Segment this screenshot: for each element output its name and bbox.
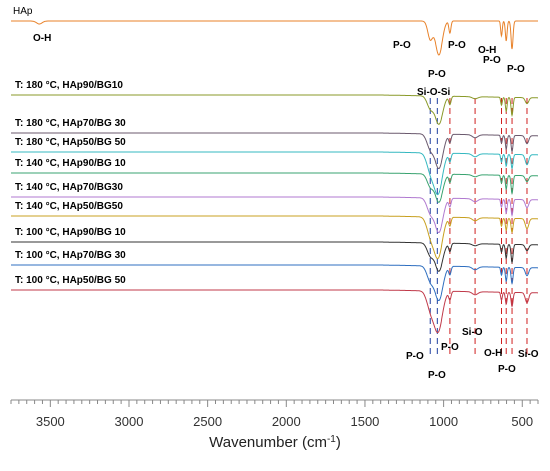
spectrum-label: T: 140 °C, HAp70/BG30 xyxy=(15,182,123,193)
spectrum-line xyxy=(11,151,538,196)
spectrum-labels: HAp T: 180 °C, HAp90/BG10 T: 180 °C, HAp70… xyxy=(13,6,126,286)
peak-label: P-O xyxy=(428,69,446,80)
spectra-group xyxy=(11,20,538,334)
spectrum-line xyxy=(11,196,538,233)
x-axis-title-superscript: -1 xyxy=(327,434,336,445)
tick-label: 3000 xyxy=(115,414,144,429)
spectrum-line xyxy=(11,172,538,203)
spectrum-label: HAp xyxy=(13,6,33,17)
x-axis-title: Wavenumber (cm-1) xyxy=(209,434,341,452)
spectrum-label: T: 140 °C, HAp90/BG 10 xyxy=(15,158,126,169)
peak-label: P-O xyxy=(483,55,501,66)
peak-label: P-O xyxy=(448,40,466,51)
peak-label: P-O xyxy=(441,342,459,353)
tick-label: 3500 xyxy=(36,414,65,429)
peak-label: O-H xyxy=(33,33,51,44)
tick-label: 2000 xyxy=(272,414,301,429)
peak-label: O-H xyxy=(484,348,502,359)
tick-label: 500 xyxy=(511,414,533,429)
spectrum-line xyxy=(11,289,538,334)
spectrum-line xyxy=(11,20,538,56)
spectrum-label: T: 100 °C, HAp90/BG 10 xyxy=(15,227,126,238)
spectrum-label: T: 180 °C, HAp70/BG 30 xyxy=(15,118,126,129)
peak-label: P-O xyxy=(507,64,525,75)
tick-label: 1000 xyxy=(429,414,458,429)
peak-label: P-O xyxy=(393,40,411,51)
spectrum-label: T: 140 °C, HAp50/BG50 xyxy=(15,201,123,212)
spectrum-line xyxy=(11,264,538,301)
spectrum-line xyxy=(11,94,538,125)
peak-label: Si-O-Si xyxy=(417,87,451,98)
spectrum-label: T: 100 °C, HAp50/BG 50 xyxy=(15,275,126,286)
spectrum-label: T: 100 °C, HAp70/BG 30 xyxy=(15,250,126,261)
spectrum-label: T: 180 °C, HAp90/BG10 xyxy=(15,80,123,91)
spectrum-line xyxy=(11,241,538,272)
peak-label: Si-O xyxy=(518,349,539,360)
spectrum-label: T: 180 °C, HAp50/BG 50 xyxy=(15,137,126,148)
x-axis-title-main: Wavenumber (cm xyxy=(209,434,327,451)
spectrum-line xyxy=(11,215,538,260)
peak-label: P-O xyxy=(406,351,424,362)
peak-label: Si-O xyxy=(462,327,483,338)
peak-label: P-O xyxy=(498,364,516,375)
spectrum-line xyxy=(11,132,538,169)
x-axis-title-suffix: ) xyxy=(336,434,341,451)
tick-label: 1500 xyxy=(350,414,379,429)
tick-label: 2500 xyxy=(193,414,222,429)
x-axis: 3500 3000 2500 2000 1500 1000 500 Wavenumber (… xyxy=(10,399,539,452)
reference-lines xyxy=(429,98,528,355)
peak-label: O-H xyxy=(478,45,496,56)
x-axis-ticks: 3500 3000 2500 2000 1500 1000 500 xyxy=(10,400,539,429)
peak-label: P-O xyxy=(428,370,446,381)
